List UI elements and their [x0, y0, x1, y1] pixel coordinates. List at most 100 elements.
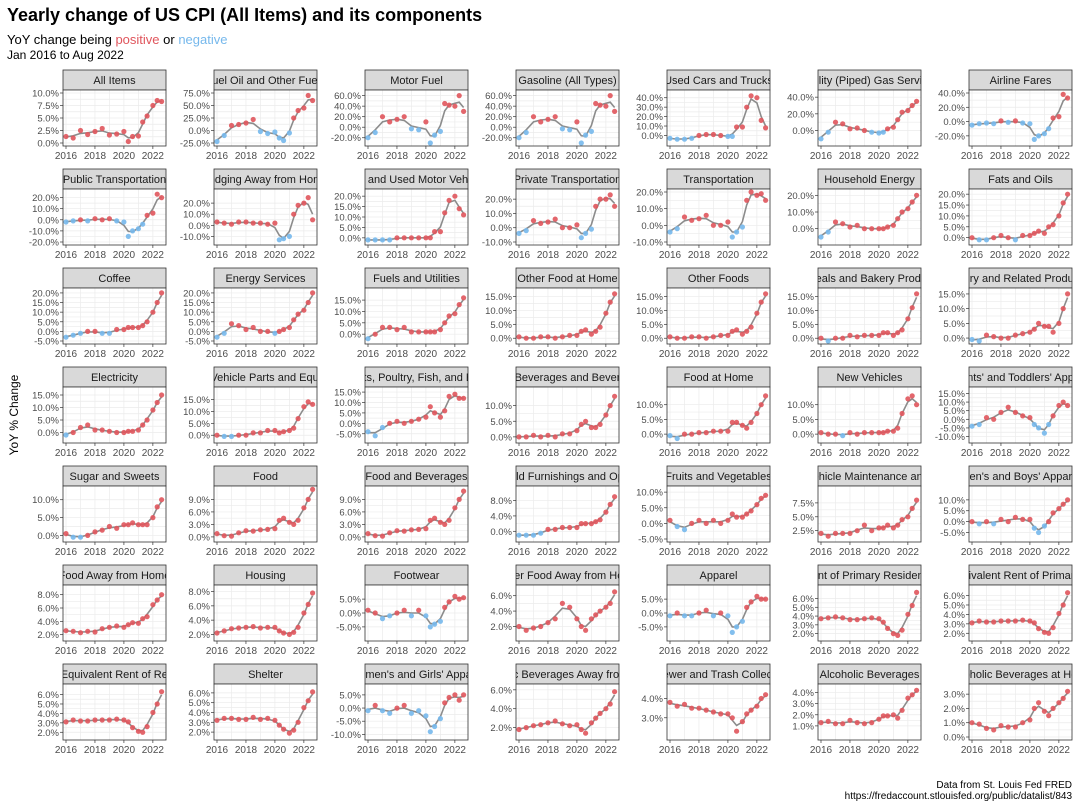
x-tick-label: 2020 — [566, 547, 589, 558]
x-tick-label: 2020 — [566, 151, 589, 162]
data-point-negative — [674, 226, 680, 232]
data-point-positive — [545, 334, 551, 340]
data-point-positive — [144, 319, 150, 325]
data-point-positive — [106, 624, 112, 630]
y-tick-label: 2.0% — [792, 629, 814, 640]
data-point-negative — [523, 532, 529, 538]
x-tick-label: 2016 — [961, 646, 984, 657]
data-point-positive — [876, 226, 882, 232]
data-point-positive — [593, 100, 599, 107]
data-point-negative — [221, 330, 227, 336]
data-point-positive — [825, 718, 831, 725]
data-point-positive — [1060, 399, 1066, 405]
y-tick-label: -25.0% — [180, 139, 211, 150]
facet-panel: Alcoholic Beverages 1.0%2.0%3.0%4.0% 2016 2… — [792, 663, 922, 756]
data-point-positive — [456, 206, 462, 212]
data-point-positive — [372, 702, 378, 709]
facet-title: Footwear — [394, 570, 440, 582]
data-point-positive — [597, 517, 603, 523]
data-point-positive — [257, 527, 263, 533]
data-point-positive — [432, 229, 438, 235]
data-point-positive — [1050, 115, 1056, 121]
data-point-negative — [976, 421, 982, 428]
data-point-positive — [758, 495, 764, 501]
data-point-negative — [876, 130, 882, 136]
y-tick-label: 5.0% — [943, 222, 965, 233]
data-point-positive — [432, 515, 438, 521]
data-point-positive — [895, 715, 901, 721]
data-point-positive — [703, 212, 709, 218]
x-tick-label: 2016 — [206, 349, 229, 360]
facet-panel: Apparel -5.0% 0.0% 5.0% 2016 2018 2020 2022 — [638, 564, 771, 657]
data-point-positive — [416, 416, 422, 422]
y-tick-label: 2.0% — [490, 622, 512, 633]
y-tick-label: 6.0% — [37, 690, 59, 701]
data-point-positive — [295, 202, 301, 208]
data-point-positive — [432, 329, 438, 335]
x-tick-label: 2022 — [142, 448, 165, 459]
data-point-negative — [379, 424, 386, 431]
data-point-positive — [365, 531, 371, 537]
data-point-positive — [276, 430, 282, 436]
data-point-positive — [1050, 705, 1056, 712]
data-point-negative — [1041, 131, 1047, 137]
data-point-positive — [236, 323, 242, 329]
data-point-positive — [607, 299, 613, 305]
x-tick-label: 2022 — [1048, 745, 1071, 756]
data-point-positive — [272, 717, 278, 723]
x-tick-label: 2020 — [113, 349, 136, 360]
data-point-negative — [432, 621, 438, 627]
data-point-negative — [437, 618, 443, 624]
data-point-positive — [567, 524, 573, 531]
x-tick-label: 2020 — [415, 646, 438, 657]
y-tick-label: 15.0% — [183, 298, 210, 309]
data-point-positive — [1056, 610, 1062, 617]
y-tick-label: -10.0% — [482, 238, 513, 249]
x-tick-label: 2022 — [595, 646, 618, 657]
data-point-positive — [748, 508, 754, 514]
facet-panel: Infants' and Toddlers' Apparel -10.0%-5.0… — [935, 366, 1073, 459]
data-point-negative — [365, 708, 371, 714]
data-point-positive — [272, 427, 278, 434]
data-point-negative — [121, 219, 127, 225]
data-point-positive — [905, 107, 911, 114]
x-tick-label: 2018 — [990, 745, 1013, 756]
data-point-positive — [442, 210, 448, 216]
y-tick-label: 0.0% — [188, 126, 210, 137]
data-point-positive — [861, 430, 868, 436]
x-tick-label: 2020 — [868, 547, 891, 558]
y-tick-label: 10.0% — [32, 89, 59, 100]
x-tick-label: 2018 — [688, 547, 711, 558]
data-point-positive — [228, 321, 235, 327]
facet-panel: Cereals and Bakery Products 0.0% 5.0% 10.0%… — [787, 267, 922, 360]
x-tick-label: 2022 — [595, 151, 618, 162]
data-point-negative — [286, 233, 292, 239]
data-point-negative — [681, 136, 688, 142]
facet-panel: Meats, Poultry, Fish, and Eggs -5.0%0.0%5… — [334, 366, 469, 459]
y-tick-label: 0.0% — [641, 334, 663, 345]
x-tick-label: 2018 — [84, 349, 107, 360]
data-point-positive — [1060, 200, 1066, 206]
data-point-negative — [983, 237, 990, 243]
data-point-positive — [763, 197, 769, 203]
data-point-positive — [70, 135, 76, 141]
data-point-positive — [840, 615, 846, 621]
x-tick-label: 2018 — [688, 349, 711, 360]
data-point-positive — [452, 593, 458, 599]
facet-panel: New and Used Motor Vehicles 0.0%5.0%10.0%… — [334, 168, 469, 261]
x-tick-label: 2022 — [897, 547, 920, 558]
y-tick-label: 10.0% — [183, 210, 210, 221]
data-point-positive — [818, 430, 824, 436]
data-point-positive — [456, 395, 462, 401]
gridlines — [667, 486, 770, 542]
y-tick-label: 0.0% — [490, 123, 512, 134]
data-point-positive — [394, 705, 400, 711]
data-point-negative — [1020, 120, 1026, 126]
data-point-positive — [754, 192, 760, 198]
data-point-positive — [456, 596, 462, 602]
data-point-positive — [286, 324, 292, 331]
x-tick-label: 2020 — [566, 745, 589, 756]
data-point-negative — [991, 121, 997, 127]
data-point-positive — [890, 631, 897, 637]
data-point-negative — [214, 138, 220, 145]
